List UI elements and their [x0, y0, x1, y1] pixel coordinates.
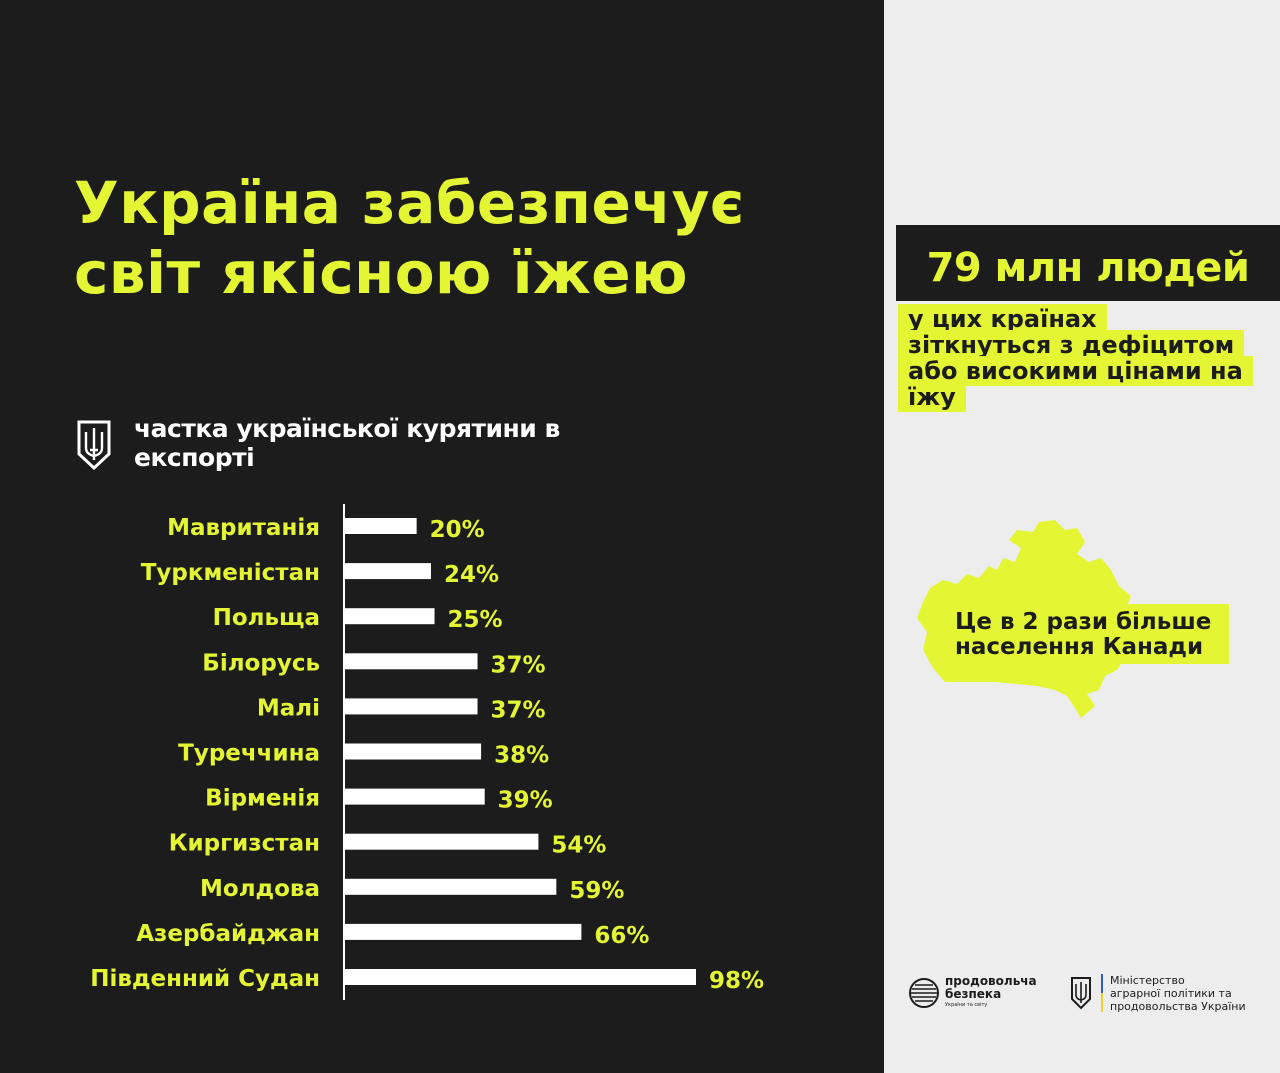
bar — [345, 743, 482, 760]
page-title: Україна забезпечує світ якісною їжею — [74, 168, 834, 308]
category-label: Польща — [213, 605, 320, 631]
category-label: Мавританія — [167, 515, 320, 541]
ministry-name: Міністерство аграрної політики та продов… — [1110, 974, 1280, 1013]
bar — [345, 518, 417, 534]
value-label: 25% — [448, 607, 503, 633]
value-label: 38% — [494, 743, 549, 769]
chart-title: частка української курятини в експорті — [134, 414, 560, 472]
ministry-line-3: продовольства України — [1110, 1000, 1246, 1013]
value-label: 66% — [594, 923, 649, 949]
bar — [345, 788, 485, 805]
food-security-name: продовольча безпека — [945, 975, 1065, 1001]
category-label: Азербайджан — [136, 921, 320, 947]
bar — [345, 878, 557, 895]
bar — [345, 608, 435, 625]
canada-label-line-1: Це в 2 рази більше — [955, 609, 1212, 635]
bar — [345, 923, 582, 940]
food-security-line-1: продовольча — [945, 974, 1037, 988]
food-security-tagline: України та світу — [945, 1002, 988, 1008]
category-label: Туреччина — [178, 741, 320, 767]
ministry-line-1: Міністерство — [1110, 974, 1185, 987]
category-label: Південний Судан — [90, 966, 320, 992]
food-security-line-2: безпека — [945, 987, 1002, 1001]
globe-lines-icon — [909, 978, 939, 1008]
title-line-2: світ якісною їжею — [74, 239, 688, 307]
stat-note-line: зіткнуться з дефіцитом — [898, 330, 1245, 360]
bar — [345, 833, 539, 850]
canada-label-line-2: населення Канади — [955, 634, 1204, 660]
value-label: 24% — [444, 562, 499, 588]
canada-label: Це в 2 рази більше населення Канади — [945, 604, 1229, 664]
bar — [345, 563, 431, 580]
value-label: 59% — [569, 878, 624, 904]
category-label: Туркменістан — [141, 560, 320, 586]
value-label: 37% — [491, 697, 546, 723]
trident-icon — [1071, 977, 1091, 1010]
bar — [345, 653, 478, 670]
category-label: Молдова — [200, 876, 320, 902]
flag-divider — [1101, 974, 1103, 1012]
bar — [345, 969, 696, 985]
category-label: Білорусь — [202, 650, 320, 676]
ministry-line-2: аграрної політики та — [1110, 987, 1232, 1000]
category-label: Малі — [257, 695, 320, 721]
ministry-logo: Міністерство аграрної політики та продов… — [1068, 972, 1268, 1016]
value-label: 98% — [709, 968, 764, 994]
trident-icon — [77, 420, 111, 470]
title-line-1: Україна забезпечує — [74, 169, 745, 237]
light-panel — [884, 0, 1280, 1073]
stat-note-line: у цих країнах — [898, 304, 1107, 334]
category-label: Вірменія — [205, 786, 320, 812]
value-label: 54% — [551, 833, 606, 859]
stat-note-line: їжу — [898, 382, 966, 412]
bar — [345, 698, 478, 715]
category-label: Киргизстан — [169, 831, 320, 857]
value-label: 20% — [430, 517, 485, 543]
stat-note-line: або високими цінами на — [898, 356, 1253, 386]
stat-note: у цих країнах зіткнуться з дефіцитом або… — [898, 304, 1270, 412]
bar-chart: Мавританія 20% Туркменістан 24% Польща 25% Біл… — [90, 504, 764, 1000]
big-stat: 79 млн людей — [896, 225, 1280, 301]
value-label: 39% — [498, 788, 553, 814]
dark-panel: Україна забезпечує світ якісною їжею час… — [74, 168, 834, 1000]
food-security-logo: продовольча безпека України та світу — [908, 975, 1068, 1015]
value-label: 37% — [491, 652, 546, 678]
